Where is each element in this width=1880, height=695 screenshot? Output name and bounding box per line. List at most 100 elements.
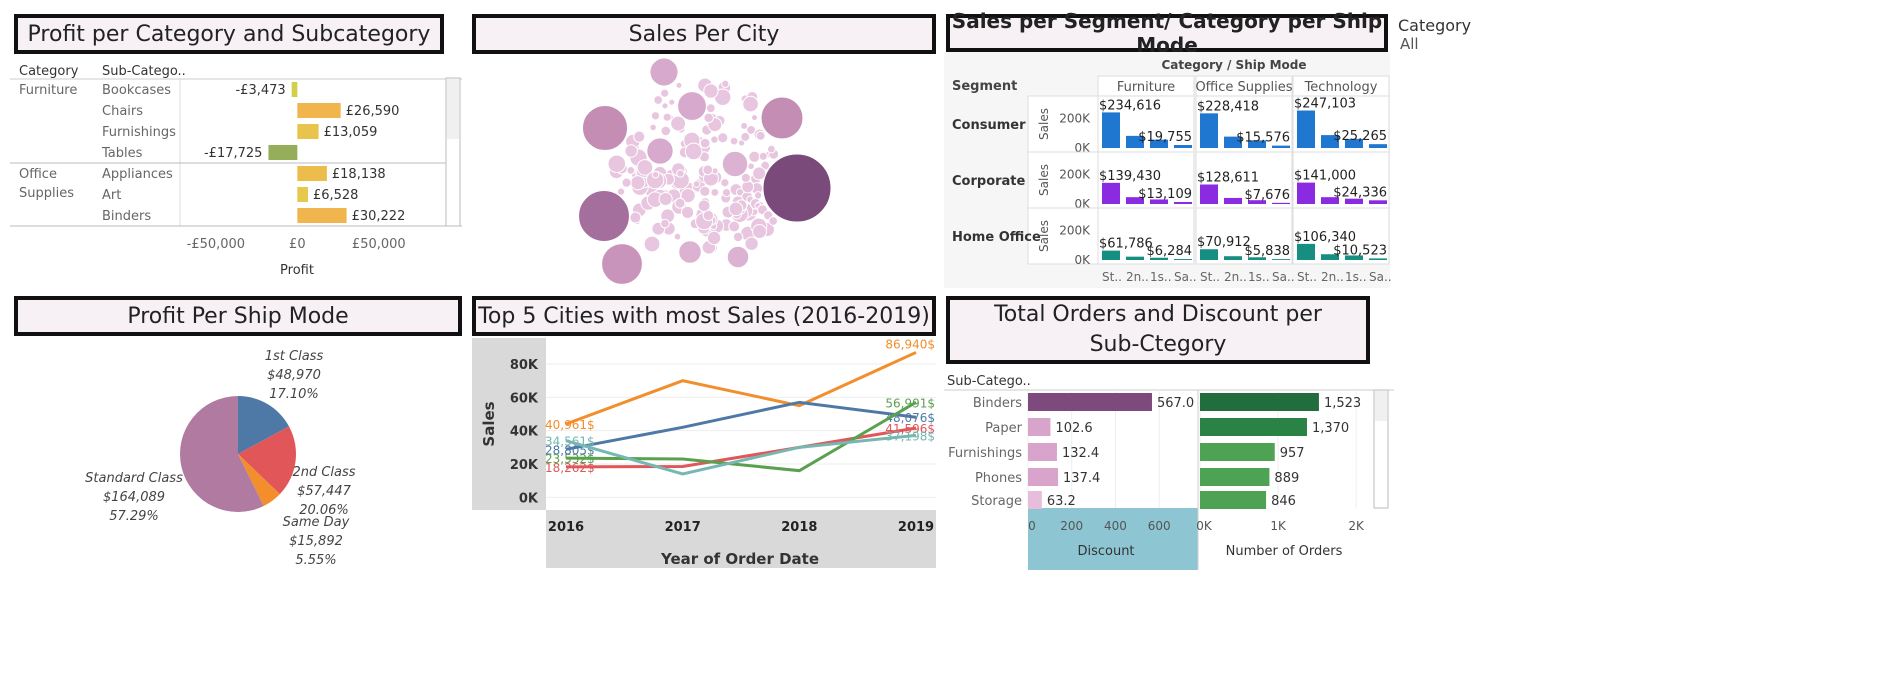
sales-bar [1174, 145, 1192, 148]
y-tick-label: 200K [1059, 112, 1091, 126]
bar-label: 1,370 [1312, 421, 1349, 436]
x-tick-label: £0 [289, 237, 306, 252]
city-bubble [698, 200, 710, 212]
bar-label: $6,284 [1147, 244, 1193, 259]
city-bubble [644, 236, 660, 252]
city-bubble [718, 133, 728, 143]
line-start-label: 40,961$ [545, 418, 595, 432]
bar-label: -£17,725 [204, 146, 262, 161]
bar-label: $7,676 [1245, 188, 1291, 203]
x-tick-label: 400 [1104, 519, 1127, 533]
subcategory-label: Tables [101, 146, 143, 161]
sales-bar [1102, 183, 1120, 204]
column-header: Category [19, 64, 79, 79]
x-axis-label: Year of Order Date [660, 550, 819, 568]
sales-per-city-chart [472, 56, 936, 286]
bar-label: $25,265 [1333, 129, 1387, 144]
sales-bar [1369, 258, 1387, 260]
x-tick-label: 2016 [548, 520, 584, 535]
city-bubble [602, 244, 643, 285]
city-bubble [622, 178, 631, 187]
city-bubble [763, 154, 831, 222]
bar-label: 137.4 [1063, 471, 1100, 486]
ship-mode-tick: Sa.. [1174, 270, 1197, 284]
subcategory-label: Appliances [102, 167, 173, 182]
pie-label: Standard Class [85, 471, 183, 486]
category-label: Furniture [19, 83, 77, 98]
city-bubble [722, 80, 729, 87]
subcategory-label: Chairs [102, 104, 143, 119]
x-tick-label: 1K [1270, 519, 1287, 533]
bar-label: $24,336 [1333, 185, 1387, 200]
x-axis-label: Discount [1077, 544, 1134, 559]
profit-ship-mode-title: Profit Per Ship Mode [14, 296, 462, 336]
bar-label: 957 [1280, 446, 1305, 461]
x-tick-label: -£50,000 [187, 237, 245, 252]
ship-mode-tick: St.. [1297, 270, 1317, 284]
bar-label: $19,755 [1138, 130, 1192, 145]
pie-label: 57.29% [109, 509, 159, 524]
city-bubble [650, 58, 678, 86]
bar-label: £30,222 [352, 209, 406, 224]
x-axis-label: Profit [280, 263, 314, 278]
row-header: Sub-Catego.. [947, 374, 1031, 389]
city-bubble [741, 173, 750, 182]
category-filter-value[interactable]: All [1400, 35, 1419, 53]
pie-label: $48,970 [267, 368, 321, 383]
profit-bar [297, 124, 318, 139]
x-tick-label: £50,000 [352, 237, 406, 252]
category-header: Technology [1304, 80, 1378, 95]
city-bubble [745, 237, 758, 250]
line-end-label: 56,991$ [885, 396, 935, 410]
sales-bar [1102, 112, 1120, 148]
city-bubble [761, 97, 803, 139]
sales-segment-chart: Category / Ship ModeSegment Furniture Offi… [944, 52, 1394, 288]
city-bubble [679, 241, 702, 264]
city-bubble [693, 181, 700, 188]
pie-label: Same Day [283, 515, 350, 530]
city-bubble [608, 155, 626, 173]
city-bubble [754, 192, 761, 199]
bar-label: $234,616 [1099, 98, 1161, 113]
ship-mode-tick: 1s.. [1345, 270, 1367, 284]
city-bubble [727, 246, 749, 268]
sales-per-city-title: Sales Per City [472, 14, 936, 54]
bar-label: 567.0 [1157, 396, 1194, 411]
city-bubble [630, 212, 641, 223]
pie-label: 1st Class [265, 349, 324, 364]
city-bubble [711, 188, 719, 196]
city-bubble [661, 89, 669, 97]
x-tick-label: 2019 [898, 520, 934, 535]
segment-label: Home Office [952, 230, 1041, 245]
city-bubble [753, 225, 767, 239]
sales-bar [1174, 259, 1192, 260]
category-label: Supplies [19, 186, 74, 201]
ship-mode-tick: 2n.. [1224, 270, 1247, 284]
city-bubble [685, 143, 702, 160]
city-bubble [681, 206, 693, 218]
y-tick-label: 200K [1059, 168, 1091, 182]
city-bubble [677, 170, 684, 177]
sales-bar [1102, 251, 1120, 260]
subcategory-label: Binders [102, 209, 151, 224]
city-bubble [721, 179, 729, 187]
bar-label: 846 [1271, 494, 1296, 509]
subcategory-label: Furnishings [102, 125, 176, 140]
bar-label: 132.4 [1062, 446, 1099, 461]
city-bubble [650, 124, 657, 131]
subcategory-label: Phones [975, 471, 1022, 486]
city-bubble [756, 131, 765, 140]
axis-band [1028, 508, 1198, 570]
x-tick-label: 600 [1148, 519, 1171, 533]
bar-label: 1,523 [1324, 396, 1361, 411]
city-bubble [759, 152, 767, 160]
category-header: Office Supplies [1195, 80, 1292, 95]
sales-bar [1174, 202, 1192, 204]
segment-label: Corporate [952, 174, 1026, 189]
subcategory-label: Paper [985, 421, 1022, 436]
city-bubble [651, 112, 659, 120]
bar-label: -£3,473 [235, 83, 285, 98]
metric-bar [1200, 468, 1269, 486]
segment-header: Segment [952, 79, 1017, 94]
metric-bar [1200, 418, 1307, 436]
